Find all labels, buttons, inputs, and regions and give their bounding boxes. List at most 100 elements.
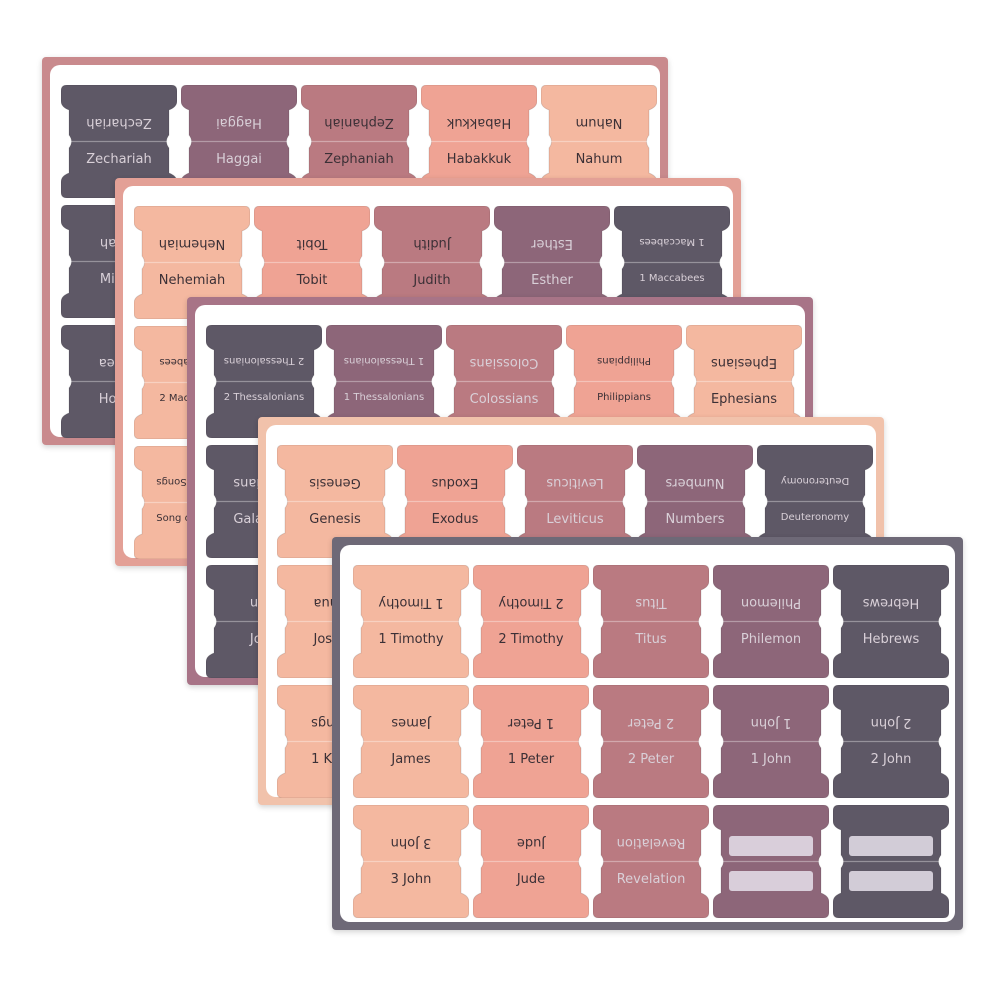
tab-label-mirrored: Deuteronomy — [780, 475, 850, 486]
book-tab: Judith Judith — [374, 206, 490, 319]
blank-tab — [713, 805, 829, 918]
book-tab: 1 Maccabees 1 Maccabees — [614, 206, 730, 319]
book-tab: 1 Peter 1 Peter — [473, 685, 589, 798]
tab-shape — [593, 565, 709, 678]
tab-label-mirrored: 3 John — [390, 835, 432, 850]
tab-body — [473, 685, 589, 798]
tab-shape — [637, 445, 753, 558]
tab-label: Philippians — [597, 392, 651, 403]
tab-label-mirrored: 2 John — [870, 715, 912, 730]
sheet-backing: 1 Timothy 1 Timothy 2 Timothy 2 Timothy Titu… — [340, 545, 955, 922]
blank-label-area — [849, 836, 933, 856]
tab-body — [833, 565, 949, 678]
tab-shape — [61, 85, 177, 198]
book-tab: Tobit Tobit — [254, 206, 370, 319]
tab-label-mirrored: 1 Peter — [507, 715, 555, 730]
tab-body — [134, 206, 250, 319]
tab-label: Leviticus — [546, 512, 604, 527]
tab-label-mirrored: Haggai — [216, 115, 262, 130]
tab-label: 2 Peter — [627, 752, 675, 767]
tab-body — [473, 565, 589, 678]
tab-label-mirrored: Revelation — [616, 835, 686, 850]
tab-shape — [713, 565, 829, 678]
tab-shape — [541, 85, 657, 198]
tab-body — [593, 685, 709, 798]
tab-label: Haggai — [216, 152, 262, 167]
tab-label: Jude — [516, 872, 546, 887]
tab-body — [473, 805, 589, 918]
tab-shape — [421, 85, 537, 198]
tab-body — [593, 805, 709, 918]
tab-shape — [713, 685, 829, 798]
tab-label-mirrored: Philippians — [597, 355, 651, 366]
book-tab: Ephesians Ephesians — [686, 325, 802, 438]
tab-label-mirrored: Leviticus — [546, 475, 604, 490]
tab-shape — [593, 685, 709, 798]
tab-shape — [833, 685, 949, 798]
book-tab: Deuteronomy Deuteronomy — [757, 445, 873, 558]
tab-body — [446, 325, 562, 438]
tab-label: 1 Maccabees — [639, 273, 705, 284]
tab-body — [713, 565, 829, 678]
tab-body — [61, 85, 177, 198]
tab-label: 1 John — [750, 752, 792, 767]
tab-label: 3 John — [390, 872, 432, 887]
tab-body — [593, 565, 709, 678]
tab-shape — [446, 325, 562, 438]
tab-body — [566, 325, 682, 438]
tab-shape — [614, 206, 730, 319]
book-tab: Esther Esther — [494, 206, 610, 319]
book-tab: 3 John 3 John — [353, 805, 469, 918]
tab-shape — [353, 565, 469, 678]
tab-body — [541, 85, 657, 198]
tab-shape — [593, 805, 709, 918]
tab-label: Judith — [413, 273, 451, 288]
tab-label: 1 Peter — [507, 752, 555, 767]
tab-shape — [833, 805, 949, 918]
tab-body — [254, 206, 370, 319]
tab-label: Genesis — [309, 512, 361, 527]
tab-label-mirrored: 1 Maccabees — [639, 236, 705, 247]
book-tab: 2 Peter 2 Peter — [593, 685, 709, 798]
tab-label-mirrored: Ephesians — [710, 355, 778, 370]
tab-label: James — [391, 752, 431, 767]
tab-label: Nehemiah — [158, 273, 226, 288]
tab-label: Deuteronomy — [780, 512, 850, 523]
tab-body — [353, 565, 469, 678]
tab-label: Hebrews — [862, 632, 920, 647]
tab-shape — [181, 85, 297, 198]
blank-label-area — [729, 871, 813, 891]
tab-label: Philemon — [740, 632, 802, 647]
tab-label: Revelation — [616, 872, 686, 887]
tab-label: Zechariah — [86, 152, 152, 167]
tab-body — [757, 445, 873, 558]
tab-shape — [134, 206, 250, 319]
tab-shape — [254, 206, 370, 319]
tab-shape — [833, 565, 949, 678]
tab-body — [686, 325, 802, 438]
tab-body — [713, 685, 829, 798]
tab-label: 1 Thessalonians — [343, 392, 425, 403]
tab-label: Nahum — [575, 152, 623, 167]
tab-body — [301, 85, 417, 198]
book-tab: Genesis Genesis — [277, 445, 393, 558]
book-tab: 2 John 2 John — [833, 685, 949, 798]
tab-shape — [374, 206, 490, 319]
tab-body — [353, 805, 469, 918]
tab-label-mirrored: Genesis — [309, 475, 361, 490]
tab-shape — [566, 325, 682, 438]
tab-body — [374, 206, 490, 319]
tab-sheet: 1 Timothy 1 Timothy 2 Timothy 2 Timothy Titu… — [332, 537, 963, 930]
tab-label: Exodus — [431, 512, 479, 527]
tab-label-mirrored: Nahum — [575, 115, 623, 130]
book-tab: Nahum Nahum — [541, 85, 657, 198]
book-tab: Zechariah Zechariah — [61, 85, 177, 198]
book-tab: Zephaniah Zephaniah — [301, 85, 417, 198]
tab-label-mirrored: Hebrews — [862, 595, 920, 610]
tab-body — [421, 85, 537, 198]
tab-label-mirrored: 2 Timothy — [498, 595, 564, 610]
tab-shape — [686, 325, 802, 438]
book-tab: Nehemiah Nehemiah — [134, 206, 250, 319]
tab-label-mirrored: Zechariah — [86, 115, 152, 130]
tab-label-mirrored: Nehemiah — [158, 236, 226, 251]
